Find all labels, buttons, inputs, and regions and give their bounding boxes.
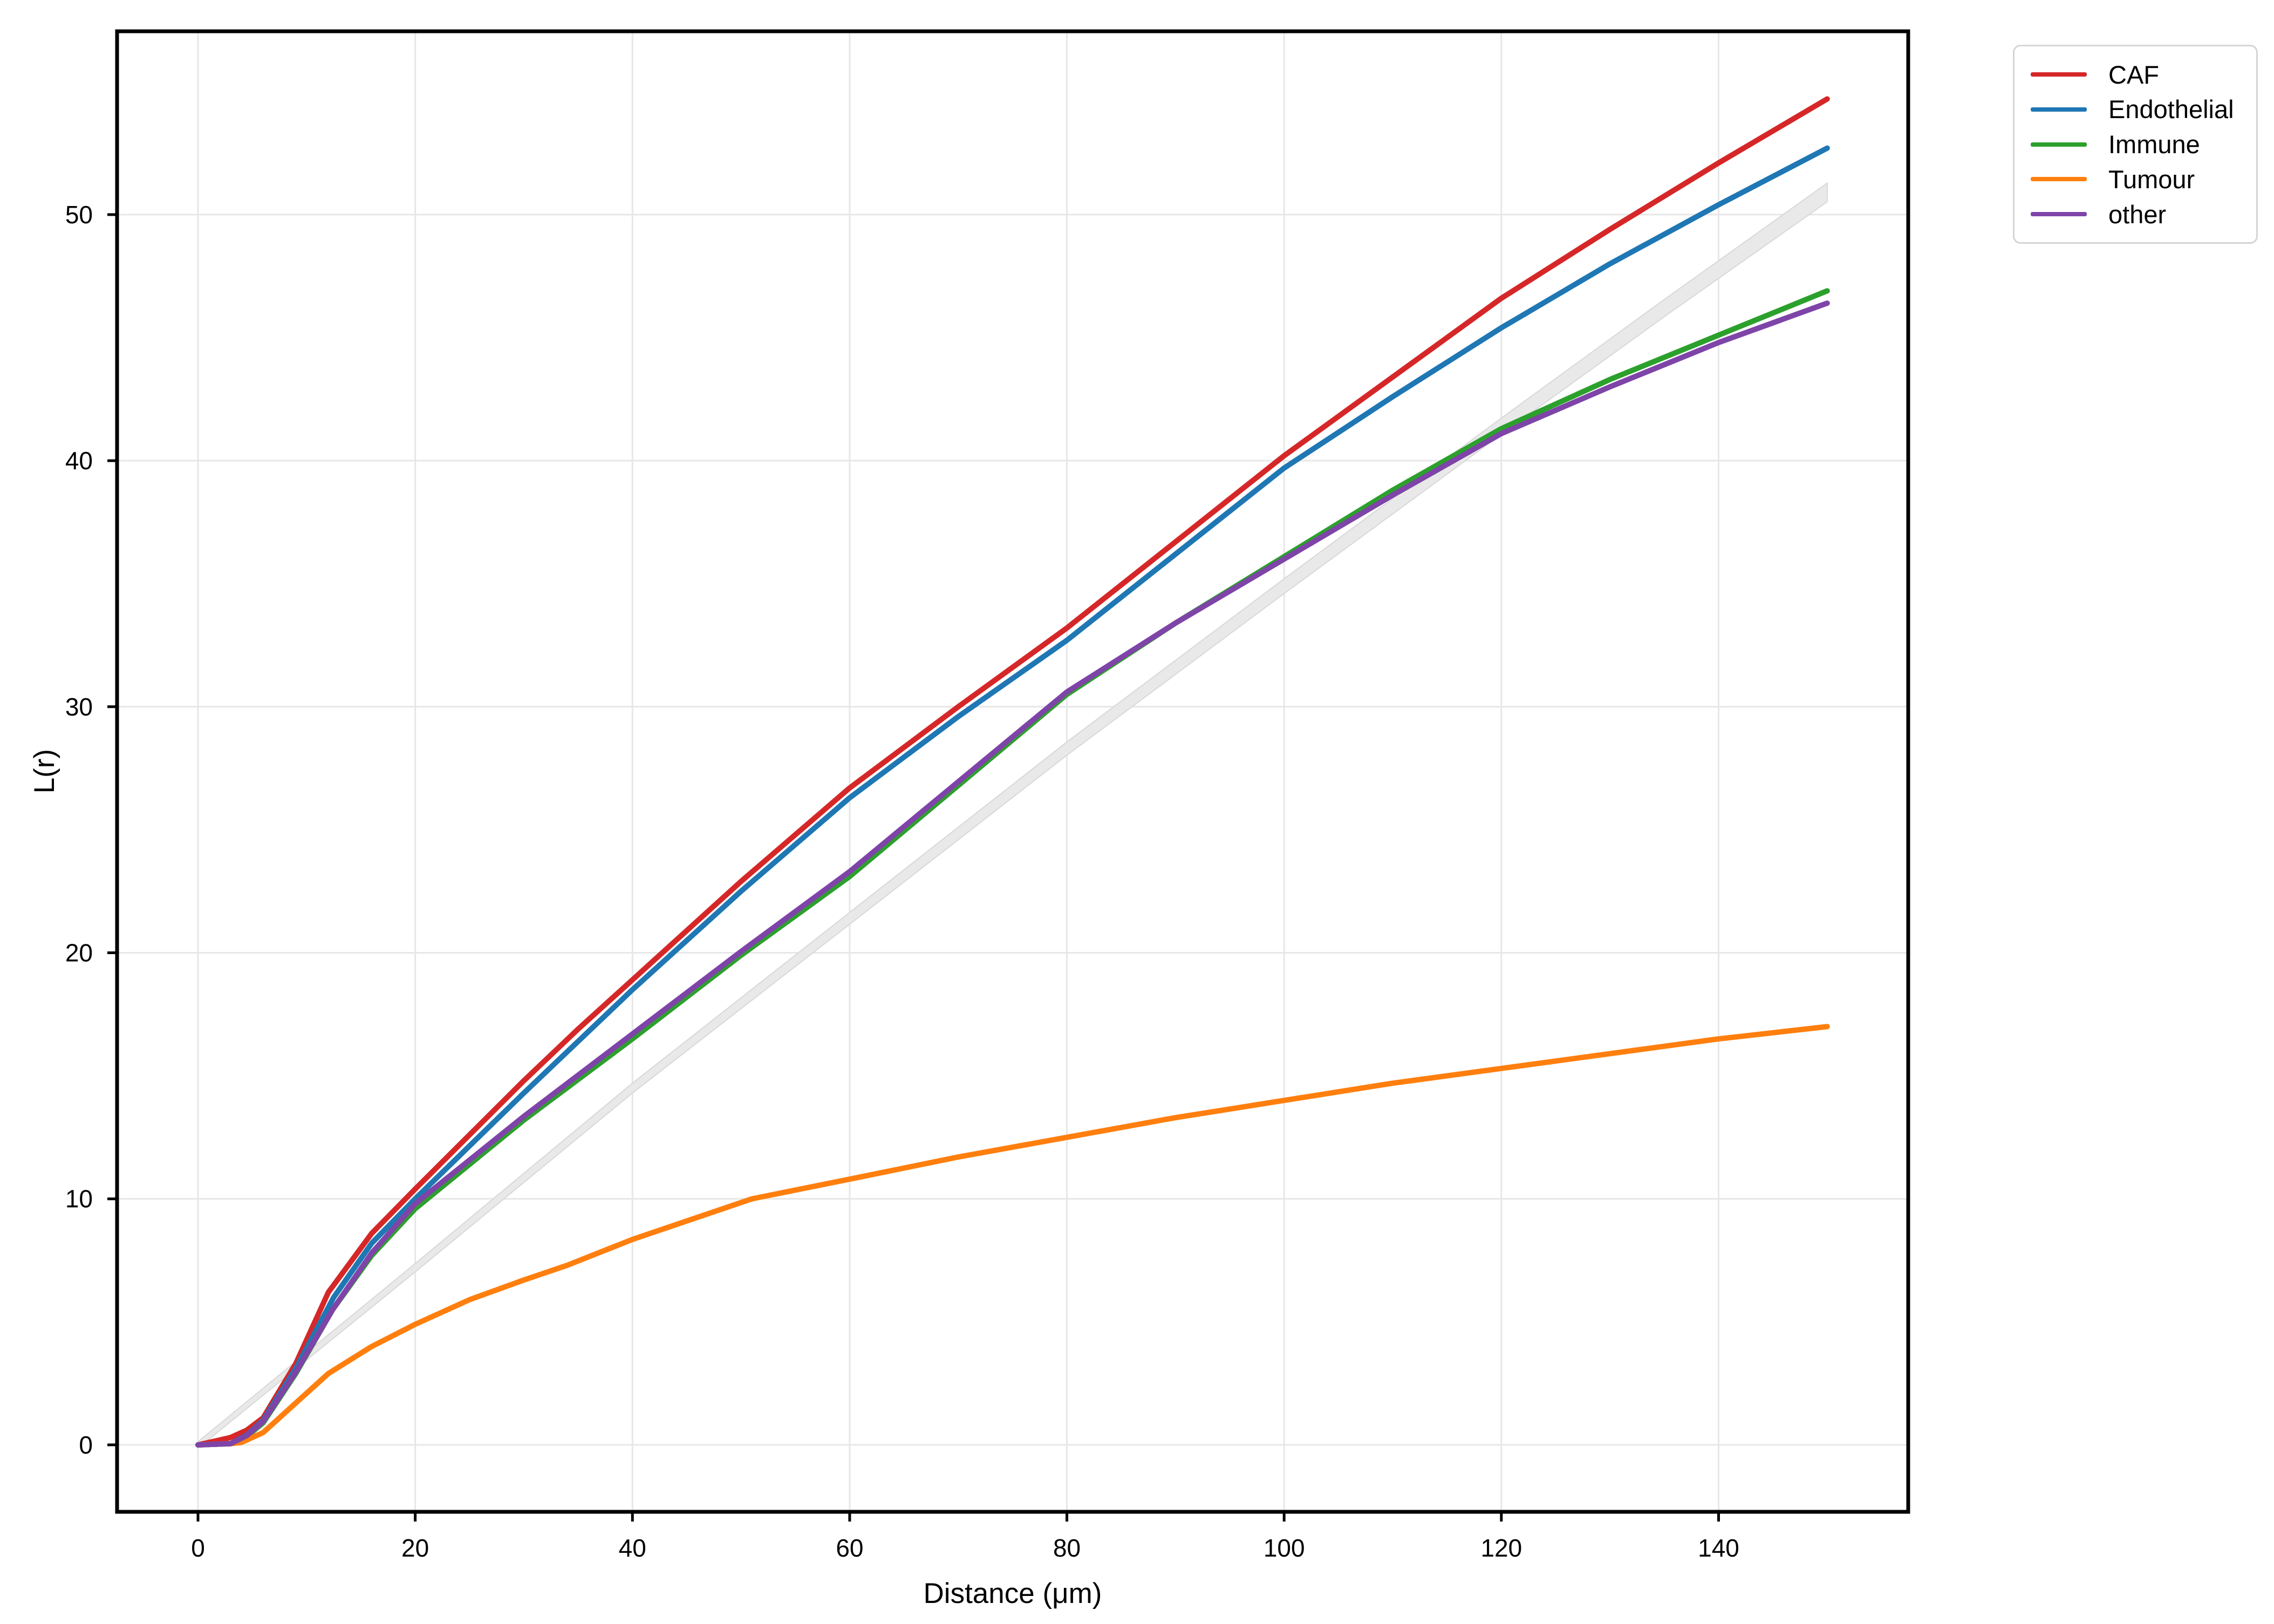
series-line-Immune (195, 288, 1830, 1448)
legend-box: CAF Endothelial Immune Tumour other (2013, 45, 2258, 244)
x-axis-label: Distance (μm) (924, 1578, 1102, 1609)
series-layer (195, 96, 1830, 1448)
x-tick-label: 60 (836, 1534, 863, 1562)
legend-label-other: other (2108, 200, 2167, 229)
y-tick-label: 0 (79, 1431, 93, 1459)
theoretical-envelope-layer (197, 182, 1828, 1449)
legend-row-endothelial: Endothelial (2031, 93, 2240, 126)
legend-label-endothelial: Endothelial (2108, 95, 2234, 124)
gridlines (117, 31, 1908, 1512)
legend-label-caf: CAF (2108, 60, 2159, 89)
legend-row-tumour: Tumour (2031, 163, 2240, 195)
theoretical-envelope (197, 182, 1828, 1449)
legend-swatch-immune (2031, 142, 2087, 147)
plot-frame (115, 29, 1910, 1514)
legend-row-immune: Immune (2031, 128, 2240, 161)
tick-labels: 0 20 40 60 80 100 120 140 0 10 20 30 40 50 (65, 201, 1739, 1562)
y-tick-label: 50 (65, 201, 93, 229)
y-axis-label: L(r) (29, 749, 60, 793)
x-tick-label: 0 (191, 1534, 205, 1562)
x-tick-label: 40 (619, 1534, 646, 1562)
series-line-other (195, 300, 1830, 1448)
x-tick-label: 140 (1698, 1534, 1739, 1562)
y-tick-label: 10 (65, 1185, 93, 1213)
y-tick-label: 30 (65, 693, 93, 721)
legend-row-caf: CAF (2031, 58, 2240, 91)
y-tick-label: 40 (65, 447, 93, 475)
legend-swatch-endothelial (2031, 107, 2087, 112)
legend-swatch-tumour (2031, 177, 2087, 182)
x-tick-label: 20 (401, 1534, 429, 1562)
legend-label-immune: Immune (2108, 130, 2200, 159)
ticks (107, 213, 1720, 1522)
x-tick-label: 80 (1053, 1534, 1081, 1562)
legend-row-other: other (2031, 198, 2240, 230)
y-tick-label: 20 (65, 938, 93, 967)
series-line-Tumour (195, 1024, 1830, 1448)
legend-swatch-caf (2031, 72, 2087, 77)
x-tick-label: 120 (1480, 1534, 1522, 1562)
legend-label-tumour: Tumour (2108, 165, 2195, 194)
legend-swatch-other (2031, 212, 2087, 216)
x-tick-label: 100 (1264, 1534, 1305, 1562)
